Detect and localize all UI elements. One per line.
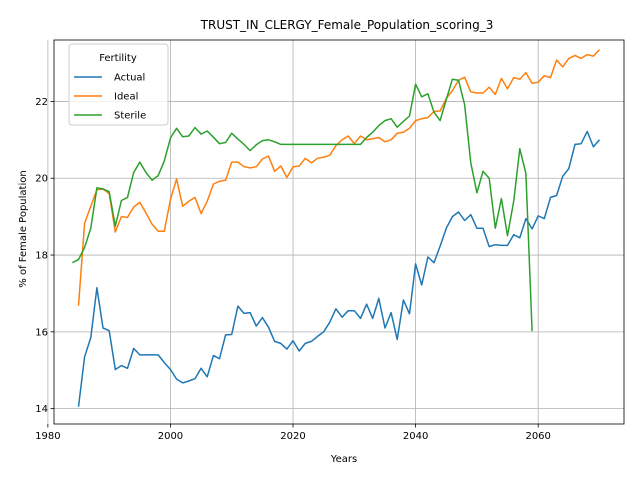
legend-label-sterile: Sterile [114, 111, 146, 122]
grid [47, 40, 624, 424]
legend-label-actual: Actual [114, 73, 145, 84]
legend-title: Fertility [99, 53, 137, 64]
y-tick-label: 18 [35, 251, 48, 262]
series-line-sterile [72, 78, 533, 332]
series-lines [72, 49, 601, 407]
y-axis-label: % of Female Population [18, 170, 29, 287]
legend-box [68, 43, 169, 126]
x-axis-label: Years [330, 454, 357, 465]
plot-frame [53, 39, 625, 425]
legend: Fertility Actual Ideal Sterile [68, 43, 169, 126]
series-line-ideal [77, 49, 601, 306]
axis-ticks: 1980 2000 2020 2040 2060 14 16 18 20 22 [35, 97, 551, 442]
y-tick-label: 14 [35, 404, 48, 415]
x-tick-label: 2000 [158, 431, 183, 442]
x-tick-label: 1980 [35, 431, 60, 442]
x-tick-label: 2060 [525, 431, 550, 442]
legend-label-ideal: Ideal [114, 92, 138, 103]
chart-title: TRUST_IN_CLERGY_Female_Population_scorin… [200, 18, 494, 32]
y-tick-label: 22 [35, 97, 48, 108]
x-tick-label: 2040 [403, 431, 428, 442]
x-tick-label: 2020 [280, 431, 305, 442]
y-tick-label: 20 [35, 174, 48, 185]
y-tick-label: 16 [35, 327, 48, 338]
series-line-actual [77, 130, 601, 407]
